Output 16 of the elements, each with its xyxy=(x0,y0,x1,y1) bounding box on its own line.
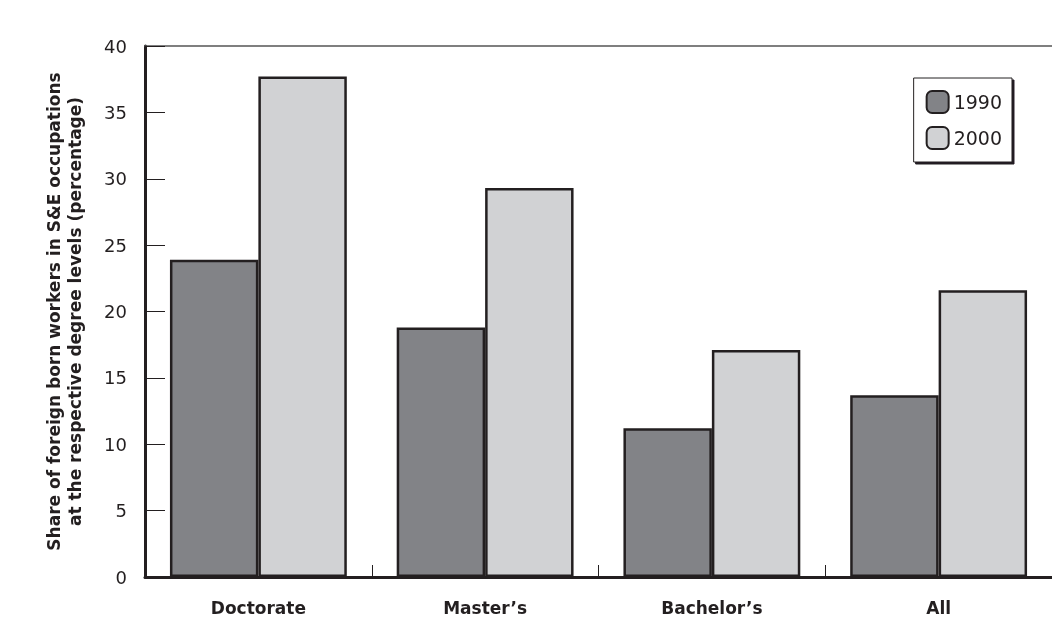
y-tick-label: 10 xyxy=(104,433,127,455)
y-tick-label: 40 xyxy=(104,35,127,57)
y-tick-label: 30 xyxy=(104,168,127,190)
y-tick-label: 15 xyxy=(104,367,127,389)
y-axis-title: Share of foreign born workers in S&E occupations at the respective degree levels (percentage) xyxy=(43,72,85,551)
x-tick-label: All xyxy=(926,597,952,618)
y-tick-label: 35 xyxy=(104,101,127,123)
y-tick-label: 0 xyxy=(115,566,127,588)
y-tick-label: 20 xyxy=(104,301,127,322)
legend-label: 1990 xyxy=(953,91,1003,113)
y-tick-label: 5 xyxy=(115,500,127,522)
y-tick-label: 25 xyxy=(104,234,127,256)
x-tick-label: Bachelor’s xyxy=(661,597,763,618)
legend-label: 2000 xyxy=(953,127,1003,149)
x-tick-label: Master’s xyxy=(443,597,528,618)
x-tick-label: Doctorate xyxy=(210,597,306,618)
